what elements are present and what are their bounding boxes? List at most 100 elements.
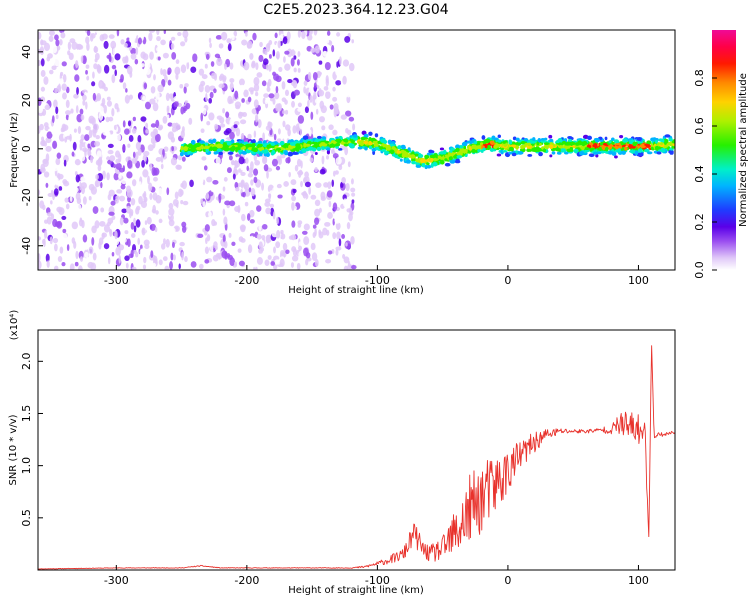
band-cell bbox=[430, 158, 434, 162]
x-tick-label: 100 bbox=[628, 574, 649, 587]
noise-speckle bbox=[221, 250, 228, 259]
spectrogram-image bbox=[38, 30, 675, 270]
noise-speckle bbox=[84, 251, 89, 259]
noise-speckle bbox=[262, 223, 268, 230]
noise-speckle bbox=[43, 230, 48, 239]
noise-speckle bbox=[294, 47, 299, 52]
noise-speckle bbox=[141, 160, 145, 168]
noise-speckle bbox=[213, 88, 217, 94]
noise-speckle bbox=[276, 183, 282, 189]
noise-speckle bbox=[77, 126, 82, 135]
noise-speckle bbox=[166, 114, 170, 120]
noise-speckle bbox=[131, 266, 137, 270]
noise-speckle bbox=[44, 62, 50, 68]
noise-speckle bbox=[149, 98, 156, 105]
band-cell bbox=[473, 141, 478, 145]
noise-speckle bbox=[204, 63, 208, 69]
band-cell bbox=[514, 150, 519, 154]
band-cell bbox=[320, 142, 326, 146]
noise-speckle bbox=[137, 237, 141, 245]
noise-speckle bbox=[247, 96, 252, 103]
band-cell bbox=[390, 143, 394, 147]
band-cell bbox=[636, 136, 642, 141]
noise-speckle bbox=[170, 136, 176, 143]
noise-speckle bbox=[332, 96, 338, 102]
band-cell bbox=[368, 145, 373, 150]
band-cell bbox=[372, 140, 377, 144]
noise-speckle bbox=[167, 67, 172, 75]
noise-speckle bbox=[340, 181, 344, 188]
noise-speckle bbox=[253, 76, 260, 86]
noise-speckle bbox=[317, 71, 322, 76]
noise-speckle bbox=[301, 31, 306, 40]
band-cell bbox=[212, 138, 217, 144]
noise-speckle bbox=[50, 94, 54, 103]
noise-speckle bbox=[284, 89, 290, 97]
noise-speckle bbox=[196, 95, 203, 103]
band-cell bbox=[599, 137, 603, 140]
noise-speckle bbox=[298, 250, 304, 259]
noise-speckle bbox=[184, 49, 190, 59]
band-cell bbox=[396, 150, 401, 154]
band-cell bbox=[556, 151, 562, 155]
noise-speckle bbox=[314, 45, 320, 54]
noise-speckle bbox=[303, 223, 310, 231]
spectrogram-frame bbox=[37, 29, 676, 271]
noise-speckle bbox=[268, 54, 272, 59]
noise-speckle bbox=[313, 163, 319, 169]
band-cell bbox=[459, 151, 463, 156]
noise-speckle bbox=[328, 124, 334, 131]
noise-speckle bbox=[177, 31, 182, 37]
band-cell bbox=[485, 138, 491, 144]
noise-speckle bbox=[206, 121, 211, 126]
noise-speckle bbox=[259, 41, 263, 48]
noise-speckle bbox=[290, 179, 297, 186]
noise-speckle bbox=[246, 42, 251, 49]
noise-speckle bbox=[50, 200, 53, 205]
noise-speckle bbox=[218, 194, 222, 204]
noise-speckle bbox=[212, 254, 219, 262]
noise-speckle bbox=[141, 63, 145, 68]
noise-speckle bbox=[291, 246, 297, 253]
band-cell bbox=[664, 134, 671, 138]
noise-speckle bbox=[342, 198, 348, 208]
noise-speckle bbox=[206, 176, 213, 183]
noise-speckle bbox=[79, 256, 84, 262]
noise-speckle bbox=[204, 84, 211, 93]
noise-speckle bbox=[106, 96, 111, 101]
band-cell bbox=[503, 143, 507, 147]
noise-speckle bbox=[137, 106, 143, 112]
y-tick-label: 0.5 bbox=[20, 509, 33, 527]
band-cell bbox=[664, 140, 667, 145]
noise-speckle bbox=[239, 224, 246, 231]
noise-speckle bbox=[46, 216, 52, 225]
noise-speckle bbox=[204, 259, 210, 264]
noise-speckle bbox=[243, 61, 250, 71]
noise-speckle bbox=[136, 62, 143, 71]
band-cell bbox=[480, 142, 484, 146]
band-cell bbox=[538, 151, 543, 157]
noise-speckle bbox=[200, 245, 206, 255]
noise-speckle bbox=[315, 108, 319, 115]
noise-speckle bbox=[140, 200, 148, 209]
noise-speckle bbox=[143, 82, 148, 90]
noise-speckle bbox=[240, 179, 245, 187]
noise-speckle bbox=[46, 212, 53, 217]
noise-speckle bbox=[182, 200, 189, 206]
noise-speckle bbox=[134, 151, 139, 161]
noise-speckle bbox=[169, 261, 173, 270]
noise-speckle bbox=[258, 54, 264, 63]
noise-speckle bbox=[202, 201, 206, 208]
noise-speckle bbox=[314, 199, 321, 207]
band-cell bbox=[595, 153, 599, 158]
noise-speckle bbox=[319, 168, 326, 175]
noise-speckle bbox=[58, 186, 63, 191]
band-cell bbox=[189, 144, 195, 149]
noise-speckle bbox=[70, 173, 75, 180]
noise-speckle bbox=[152, 102, 159, 112]
noise-speckle bbox=[133, 217, 136, 226]
band-cell bbox=[426, 158, 430, 162]
band-cell bbox=[497, 139, 502, 143]
noise-speckle bbox=[222, 77, 226, 83]
